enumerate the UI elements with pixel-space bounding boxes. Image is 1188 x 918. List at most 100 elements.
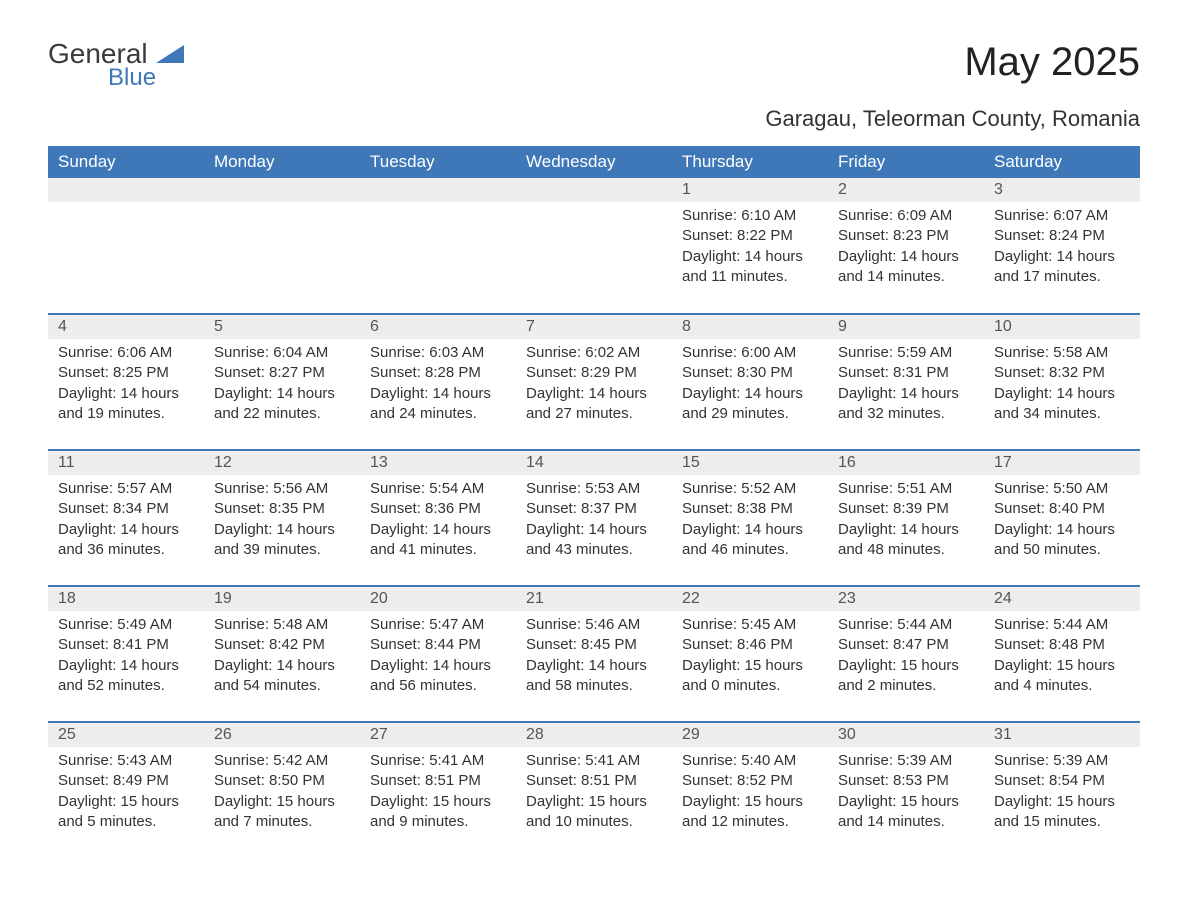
day-data: Sunrise: 5:44 AMSunset: 8:47 PMDaylight:… <box>828 611 984 700</box>
day-number: 7 <box>516 315 672 339</box>
day-data: Sunrise: 5:39 AMSunset: 8:53 PMDaylight:… <box>828 747 984 836</box>
daylight: Daylight: 15 hours and 2 minutes. <box>838 656 974 697</box>
calendar-cell: 5 Sunrise: 6:04 AMSunset: 8:27 PMDaylight… <box>204 314 360 450</box>
day-data: Sunrise: 5:45 AMSunset: 8:46 PMDaylight:… <box>672 611 828 700</box>
sunrise: Sunrise: 5:46 AM <box>526 615 662 635</box>
daylight: Daylight: 15 hours and 10 minutes. <box>526 792 662 833</box>
day-data: Sunrise: 6:07 AMSunset: 8:24 PMDaylight:… <box>984 202 1140 291</box>
daylight: Daylight: 14 hours and 56 minutes. <box>370 656 506 697</box>
sunset: Sunset: 8:46 PM <box>682 635 818 655</box>
day-number: 27 <box>360 723 516 747</box>
day-data: Sunrise: 5:40 AMSunset: 8:52 PMDaylight:… <box>672 747 828 836</box>
day-data: Sunrise: 6:03 AMSunset: 8:28 PMDaylight:… <box>360 339 516 428</box>
sunset: Sunset: 8:34 PM <box>58 499 194 519</box>
sunrise: Sunrise: 6:07 AM <box>994 206 1130 226</box>
day-number: 29 <box>672 723 828 747</box>
sunset: Sunset: 8:28 PM <box>370 363 506 383</box>
day-data: Sunrise: 5:46 AMSunset: 8:45 PMDaylight:… <box>516 611 672 700</box>
day-number: 26 <box>204 723 360 747</box>
day-data: Sunrise: 5:59 AMSunset: 8:31 PMDaylight:… <box>828 339 984 428</box>
calendar-cell: 27Sunrise: 5:41 AMSunset: 8:51 PMDayligh… <box>360 722 516 858</box>
daylight: Daylight: 14 hours and 52 minutes. <box>58 656 194 697</box>
daylight: Daylight: 14 hours and 58 minutes. <box>526 656 662 697</box>
logo-triangle-icon <box>156 50 184 67</box>
day-number: 5 <box>204 315 360 339</box>
day-data: Sunrise: 5:41 AMSunset: 8:51 PMDaylight:… <box>516 747 672 836</box>
calendar-cell <box>360 178 516 314</box>
calendar-cell: 15Sunrise: 5:52 AMSunset: 8:38 PMDayligh… <box>672 450 828 586</box>
day-data: Sunrise: 6:06 AMSunset: 8:25 PMDaylight:… <box>48 339 204 428</box>
sunset: Sunset: 8:51 PM <box>526 771 662 791</box>
empty-cell <box>360 178 516 202</box>
sunrise: Sunrise: 6:04 AM <box>214 343 350 363</box>
day-number: 23 <box>828 587 984 611</box>
day-number: 1 <box>672 178 828 202</box>
daylight: Daylight: 14 hours and 48 minutes. <box>838 520 974 561</box>
day-data: Sunrise: 5:48 AMSunset: 8:42 PMDaylight:… <box>204 611 360 700</box>
day-number: 25 <box>48 723 204 747</box>
day-number: 9 <box>828 315 984 339</box>
day-number: 19 <box>204 587 360 611</box>
calendar-cell: 12Sunrise: 5:56 AMSunset: 8:35 PMDayligh… <box>204 450 360 586</box>
sunset: Sunset: 8:23 PM <box>838 226 974 246</box>
sunrise: Sunrise: 5:40 AM <box>682 751 818 771</box>
daylight: Daylight: 14 hours and 50 minutes. <box>994 520 1130 561</box>
calendar-cell: 28Sunrise: 5:41 AMSunset: 8:51 PMDayligh… <box>516 722 672 858</box>
sunset: Sunset: 8:27 PM <box>214 363 350 383</box>
sunset: Sunset: 8:31 PM <box>838 363 974 383</box>
daylight: Daylight: 14 hours and 39 minutes. <box>214 520 350 561</box>
calendar-cell <box>516 178 672 314</box>
calendar-cell: 23Sunrise: 5:44 AMSunset: 8:47 PMDayligh… <box>828 586 984 722</box>
daylight: Daylight: 14 hours and 43 minutes. <box>526 520 662 561</box>
day-data: Sunrise: 5:57 AMSunset: 8:34 PMDaylight:… <box>48 475 204 564</box>
empty-cell <box>48 178 204 202</box>
day-number: 22 <box>672 587 828 611</box>
day-number: 6 <box>360 315 516 339</box>
calendar-cell: 30Sunrise: 5:39 AMSunset: 8:53 PMDayligh… <box>828 722 984 858</box>
day-header: Saturday <box>984 146 1140 178</box>
day-header: Monday <box>204 146 360 178</box>
calendar-cell <box>48 178 204 314</box>
calendar-cell: 19Sunrise: 5:48 AMSunset: 8:42 PMDayligh… <box>204 586 360 722</box>
sunrise: Sunrise: 6:02 AM <box>526 343 662 363</box>
sunrise: Sunrise: 5:50 AM <box>994 479 1130 499</box>
sunset: Sunset: 8:22 PM <box>682 226 818 246</box>
day-number: 28 <box>516 723 672 747</box>
day-data: Sunrise: 6:02 AMSunset: 8:29 PMDaylight:… <box>516 339 672 428</box>
sunrise: Sunrise: 6:03 AM <box>370 343 506 363</box>
calendar-cell: 2Sunrise: 6:09 AMSunset: 8:23 PMDaylight… <box>828 178 984 314</box>
sunrise: Sunrise: 6:09 AM <box>838 206 974 226</box>
daylight: Daylight: 15 hours and 14 minutes. <box>838 792 974 833</box>
daylight: Daylight: 14 hours and 17 minutes. <box>994 247 1130 288</box>
sunset: Sunset: 8:49 PM <box>58 771 194 791</box>
day-data: Sunrise: 5:56 AMSunset: 8:35 PMDaylight:… <box>204 475 360 564</box>
day-data: Sunrise: 5:44 AMSunset: 8:48 PMDaylight:… <box>984 611 1140 700</box>
daylight: Daylight: 14 hours and 29 minutes. <box>682 384 818 425</box>
daylight: Daylight: 15 hours and 12 minutes. <box>682 792 818 833</box>
calendar-cell: 9Sunrise: 5:59 AMSunset: 8:31 PMDaylight… <box>828 314 984 450</box>
daylight: Daylight: 15 hours and 15 minutes. <box>994 792 1130 833</box>
calendar-cell: 1Sunrise: 6:10 AMSunset: 8:22 PMDaylight… <box>672 178 828 314</box>
daylight: Daylight: 14 hours and 19 minutes. <box>58 384 194 425</box>
calendar-cell: 4Sunrise: 6:06 AMSunset: 8:25 PMDaylight… <box>48 314 204 450</box>
sunrise: Sunrise: 5:44 AM <box>838 615 974 635</box>
calendar-cell: 11Sunrise: 5:57 AMSunset: 8:34 PMDayligh… <box>48 450 204 586</box>
sunset: Sunset: 8:51 PM <box>370 771 506 791</box>
daylight: Daylight: 14 hours and 22 minutes. <box>214 384 350 425</box>
day-number: 2 <box>828 178 984 202</box>
sunrise: Sunrise: 5:43 AM <box>58 751 194 771</box>
calendar-cell: 17Sunrise: 5:50 AMSunset: 8:40 PMDayligh… <box>984 450 1140 586</box>
day-number: 18 <box>48 587 204 611</box>
day-header: Sunday <box>48 146 204 178</box>
day-header: Friday <box>828 146 984 178</box>
calendar-cell: 18Sunrise: 5:49 AMSunset: 8:41 PMDayligh… <box>48 586 204 722</box>
sunrise: Sunrise: 5:42 AM <box>214 751 350 771</box>
sunrise: Sunrise: 5:53 AM <box>526 479 662 499</box>
sunset: Sunset: 8:29 PM <box>526 363 662 383</box>
sunset: Sunset: 8:36 PM <box>370 499 506 519</box>
sunrise: Sunrise: 6:06 AM <box>58 343 194 363</box>
calendar-cell: 10Sunrise: 5:58 AMSunset: 8:32 PMDayligh… <box>984 314 1140 450</box>
location-subtitle: Garagau, Teleorman County, Romania <box>48 106 1140 132</box>
logo: General Blue <box>48 40 184 90</box>
empty-cell <box>204 178 360 202</box>
